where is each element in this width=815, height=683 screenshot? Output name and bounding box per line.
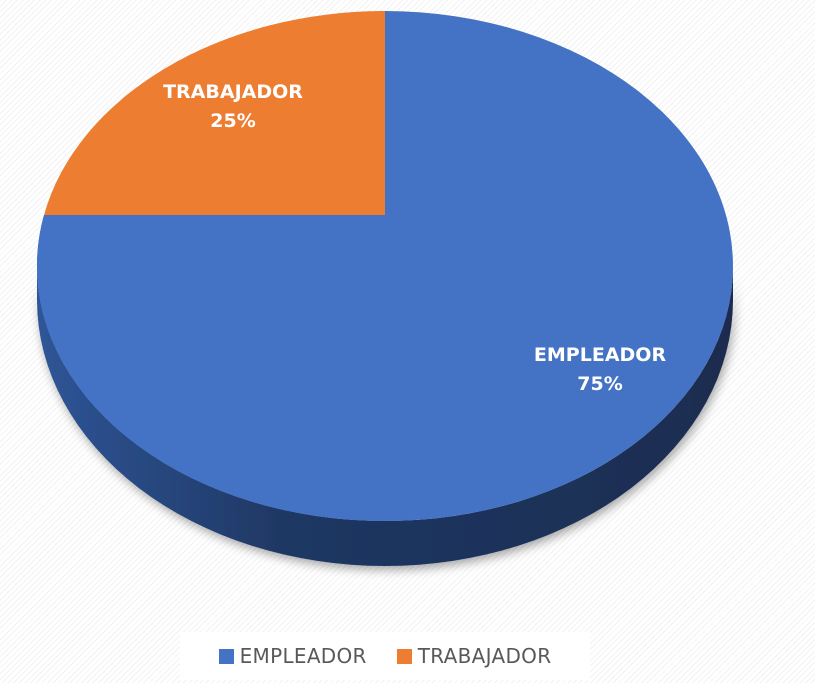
pie-depth <box>37 266 733 566</box>
data-label-trabajador: TRABAJADOR 25% <box>163 78 303 136</box>
legend-item-trabajador[interactable]: TRABAJADOR <box>396 644 552 668</box>
legend-label-trabajador: TRABAJADOR <box>417 644 552 668</box>
legend-swatch-trabajador-icon <box>396 648 412 664</box>
data-label-empleador: EMPLEADOR 75% <box>534 341 666 399</box>
pie-chart-graphic <box>36 10 733 566</box>
data-label-trabajador-name: TRABAJADOR <box>163 81 303 103</box>
legend-label-empleador: EMPLEADOR <box>239 644 367 668</box>
legend-item-empleador[interactable]: EMPLEADOR <box>218 644 367 668</box>
pie-slice-empleador-edge <box>36 215 385 521</box>
data-label-trabajador-pct: 25% <box>210 110 256 132</box>
chart-legend: EMPLEADOR TRABAJADOR <box>180 632 590 680</box>
data-label-empleador-pct: 75% <box>577 373 623 395</box>
legend-swatch-empleador-icon <box>218 648 234 664</box>
pie-chart: TRABAJADOR 25% EMPLEADOR 75% <box>36 10 733 566</box>
data-label-empleador-name: EMPLEADOR <box>533 344 667 366</box>
pie-slice-trabajador[interactable] <box>44 10 385 215</box>
